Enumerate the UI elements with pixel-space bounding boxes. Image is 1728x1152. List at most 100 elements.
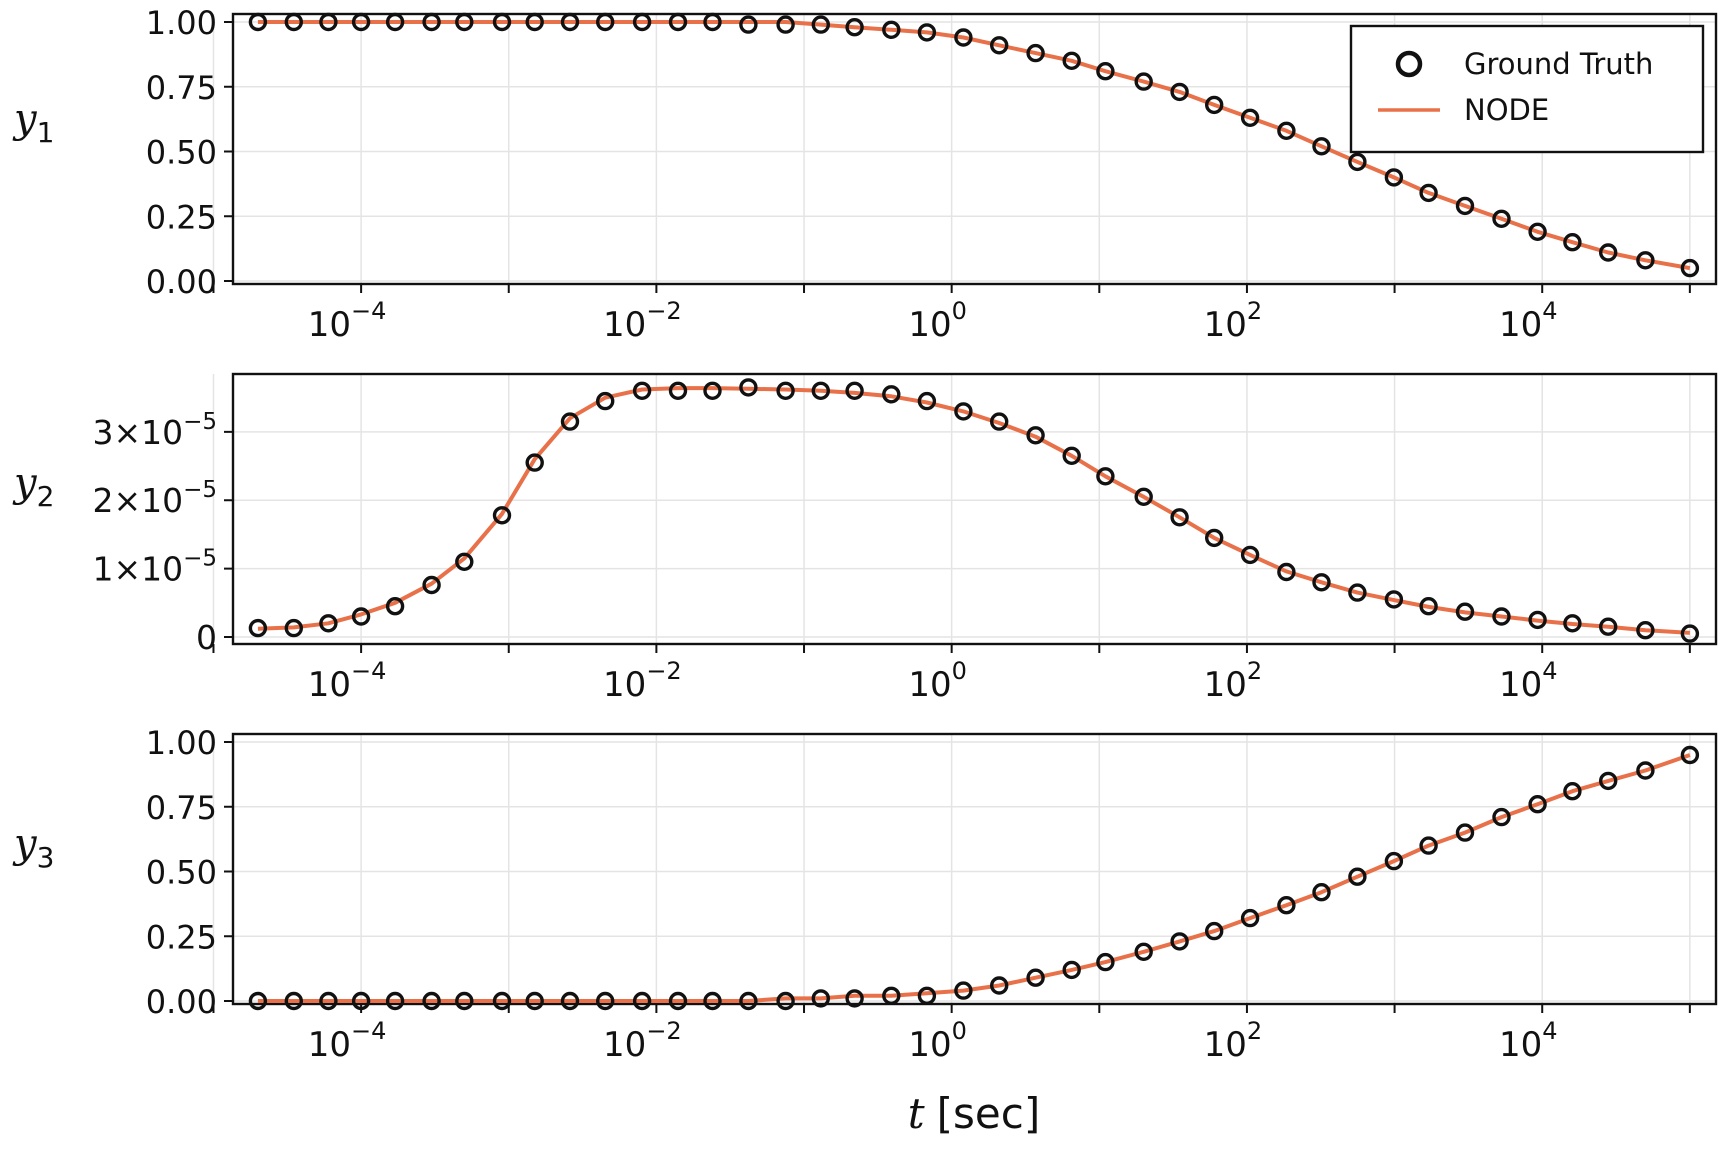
ground-truth-point bbox=[668, 12, 688, 32]
y-axis-label-sub: 3 bbox=[37, 841, 55, 874]
ground-truth-point bbox=[492, 506, 512, 525]
ground-truth-point bbox=[422, 575, 441, 595]
y-axis-label: y3 bbox=[12, 821, 54, 874]
x-tick-label: 102 bbox=[1204, 657, 1263, 705]
ground-truth-point bbox=[845, 381, 864, 400]
ground-truth-point bbox=[1680, 258, 1700, 278]
y-tick-label: 0.00 bbox=[146, 263, 217, 301]
x-tick-base: 10 bbox=[1204, 665, 1247, 705]
ground-truth-point bbox=[632, 381, 652, 400]
ground-truth-point bbox=[1384, 590, 1404, 609]
x-tick-exponent: 0 bbox=[952, 657, 967, 685]
x-tick-label: 10−2 bbox=[603, 657, 682, 705]
ground-truth-point bbox=[1026, 43, 1045, 63]
y-tick-mantissa: 1×10 bbox=[92, 550, 183, 589]
ground-truth-point bbox=[492, 991, 512, 1011]
ground-truth-point bbox=[1348, 867, 1367, 886]
ground-truth-point bbox=[954, 402, 973, 421]
x-tick-exponent: −2 bbox=[646, 1017, 681, 1045]
ground-truth-point bbox=[1096, 952, 1115, 972]
ground-truth-point bbox=[422, 991, 441, 1011]
ground-truth-point bbox=[1455, 196, 1475, 216]
legend-entry-ground-truth: Ground Truth bbox=[1464, 47, 1653, 81]
ground-truth-point bbox=[1204, 528, 1224, 548]
ground-truth-point bbox=[1598, 243, 1618, 262]
ground-truth-point bbox=[385, 991, 405, 1011]
ground-truth-point bbox=[525, 12, 544, 32]
x-tick-base: 10 bbox=[908, 1025, 951, 1065]
y-tick-mantissa: 2×10 bbox=[92, 481, 183, 520]
y-axis-label: y1 bbox=[12, 96, 54, 149]
ground-truth-point bbox=[632, 991, 652, 1011]
y-axis-label-var: y bbox=[12, 821, 38, 867]
ground-truth-point bbox=[319, 12, 338, 32]
ground-truth-point bbox=[668, 381, 688, 400]
x-tick-base: 10 bbox=[908, 665, 951, 705]
x-tick-exponent: 2 bbox=[1247, 297, 1262, 325]
x-tick-base: 10 bbox=[603, 305, 646, 345]
ground-truth-point bbox=[560, 412, 580, 431]
ground-truth-point bbox=[1312, 883, 1331, 902]
ground-truth-point bbox=[917, 391, 937, 411]
ground-truth-point bbox=[739, 15, 758, 34]
ground-truth-point bbox=[284, 12, 303, 32]
ground-truth-point bbox=[739, 378, 758, 397]
ground-truth-point bbox=[1134, 942, 1153, 961]
ground-truth-point bbox=[455, 12, 474, 32]
x-tick-exponent: 4 bbox=[1542, 657, 1557, 685]
x-tick-label: 100 bbox=[908, 297, 967, 345]
x-tick-label: 10−2 bbox=[603, 297, 682, 345]
y-tick-label: 0.25 bbox=[146, 918, 217, 956]
y-tick-label: 0 bbox=[196, 618, 217, 657]
ground-truth-point bbox=[1492, 807, 1511, 827]
node-series-line bbox=[257, 753, 1691, 1003]
x-tick-exponent: 0 bbox=[952, 297, 967, 325]
ground-truth-point bbox=[1492, 209, 1511, 229]
legend-entry-node: NODE bbox=[1464, 93, 1549, 127]
ground-truth-point bbox=[1277, 562, 1296, 582]
y-tick-mantissa: 0 bbox=[196, 618, 217, 657]
ground-truth-point bbox=[1134, 72, 1153, 91]
y-tick-exponent: −5 bbox=[183, 477, 217, 503]
ground-truth-point bbox=[1240, 545, 1260, 565]
ground-truth-point bbox=[248, 618, 268, 638]
ground-truth-point bbox=[1528, 222, 1547, 242]
ground-truth-point bbox=[1348, 583, 1367, 602]
y-axis-label-var: y bbox=[12, 96, 38, 142]
ground-truth-point bbox=[811, 381, 830, 400]
ground-truth-point bbox=[811, 15, 830, 34]
x-tick-label: 104 bbox=[1499, 1017, 1558, 1065]
ground-truth-point bbox=[917, 986, 937, 1005]
y-tick-mantissa: 3×10 bbox=[92, 413, 183, 452]
ground-truth-point bbox=[990, 36, 1009, 55]
x-tick-label: 100 bbox=[908, 1017, 967, 1065]
ground-truth-point bbox=[1528, 795, 1547, 814]
ground-truth-point bbox=[1636, 761, 1655, 780]
ground-truth-point bbox=[1062, 960, 1081, 980]
ground-truth-point bbox=[1636, 251, 1655, 270]
x-tick-base: 10 bbox=[308, 665, 351, 705]
node-series-line bbox=[257, 386, 1691, 635]
y-axis-label: y2 bbox=[12, 460, 54, 513]
ground-truth-point bbox=[284, 618, 303, 638]
ground-truth-point bbox=[1384, 851, 1404, 871]
x-tick-base: 10 bbox=[308, 305, 351, 345]
x-tick-base: 10 bbox=[603, 1025, 646, 1065]
ground-truth-point bbox=[739, 991, 758, 1011]
x-tick-exponent: −4 bbox=[351, 657, 386, 685]
x-tick-label: 10−4 bbox=[308, 297, 387, 345]
x-tick-label: 10−4 bbox=[308, 1017, 387, 1065]
ground-truth-point bbox=[596, 991, 615, 1011]
ground-truth-point bbox=[525, 453, 544, 472]
ground-truth-point bbox=[1062, 51, 1081, 70]
ground-truth-point bbox=[1598, 771, 1618, 791]
y-tick-label: 3×10−5 bbox=[92, 409, 217, 452]
x-axis-label-unit: [sec] bbox=[937, 1089, 1041, 1138]
ground-truth-point bbox=[1419, 183, 1438, 203]
ground-truth-point bbox=[1455, 823, 1475, 842]
y-tick-exponent: −5 bbox=[183, 409, 217, 435]
ground-truth-point bbox=[455, 991, 474, 1011]
ground-truth-point bbox=[1026, 968, 1045, 987]
ground-truth-point bbox=[1455, 602, 1475, 621]
